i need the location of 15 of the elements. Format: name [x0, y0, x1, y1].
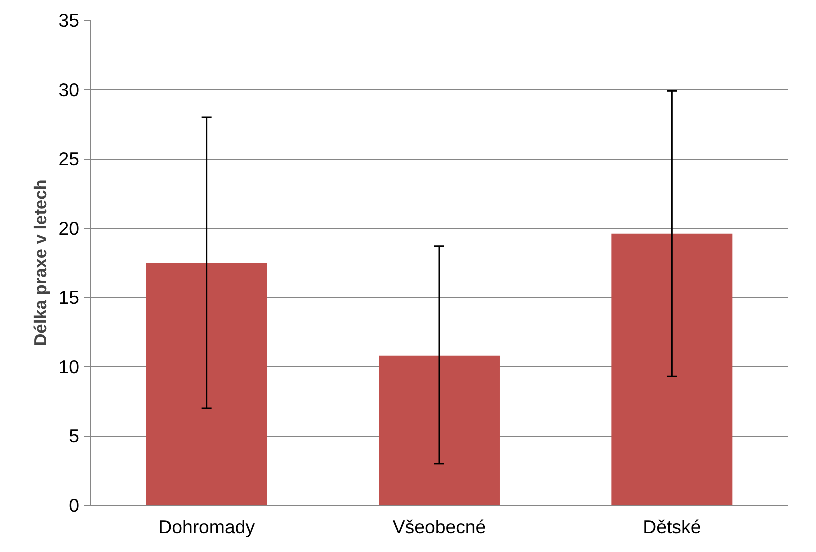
y-tick-label: 10: [58, 356, 80, 378]
bar: [379, 356, 500, 506]
bar: [146, 263, 268, 506]
y-tick-label: 30: [58, 79, 80, 100]
y-tick-label: 35: [58, 10, 80, 31]
y-tick-label: 15: [58, 287, 80, 308]
y-tick-label: 5: [69, 426, 80, 447]
y-tick-label: 20: [58, 218, 80, 239]
y-tick-label: 0: [69, 495, 80, 516]
x-tick-label: Dětské: [643, 516, 702, 538]
bar: [612, 234, 733, 506]
y-tick-label: 25: [58, 148, 80, 170]
x-tick-label: Všeobecné: [392, 516, 486, 538]
x-tick-label: Dohromady: [158, 516, 256, 538]
y-axis-title: Délka praxe v letech: [30, 180, 51, 346]
